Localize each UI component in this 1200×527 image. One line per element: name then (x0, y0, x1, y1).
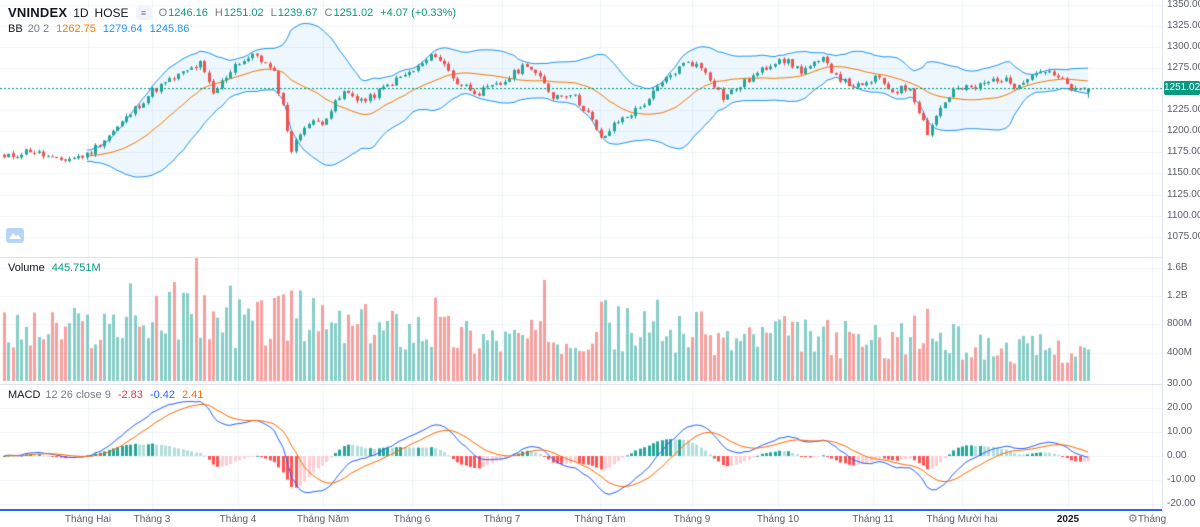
pane-separator[interactable] (0, 257, 1200, 258)
time-axis-label: Tháng 3 (133, 514, 171, 525)
macd-axis-label: 20.00 (1167, 402, 1193, 413)
macd-axis-label: -20.00 (1167, 498, 1196, 509)
price-axis-label: 1325.00 (1167, 20, 1200, 31)
high-label: H (214, 6, 223, 19)
pane-separator[interactable] (0, 384, 1200, 385)
open-value: 1246.16 (168, 6, 208, 19)
macd-axis-label: 10.00 (1167, 426, 1193, 437)
time-axis-label: Tháng 9 (673, 514, 711, 525)
volume-axis-label: 800M (1167, 318, 1193, 329)
price-axis-label: 1350.00 (1167, 0, 1200, 10)
macd-line-value: -0.42 (149, 389, 175, 401)
bb-indicator-name[interactable]: BB (8, 23, 23, 35)
price-axis-label: 1225.00 (1167, 104, 1200, 115)
time-axis-label: Tháng 11 (852, 514, 894, 525)
price-axis-label: 1150.00 (1167, 167, 1200, 178)
low-value: 1239.67 (277, 6, 318, 19)
price-axis-label: 1175.00 (1167, 146, 1200, 157)
legend-more-icon[interactable]: ≡ (135, 5, 152, 20)
time-axis-label: Tháng 6 (393, 514, 431, 525)
time-axis-label: Tháng Tám (574, 514, 626, 525)
price-axis-label: 1200.00 (1167, 125, 1200, 136)
time-axis-label: Tháng 10 (756, 514, 800, 525)
time-scale-axis[interactable]: ⚙ Tháng Hai Tháng 3 Tháng 4 Tháng Năm Tháng … (0, 512, 1200, 527)
bb-params: 20 2 (27, 23, 50, 35)
time-axis-label: Tháng 4 (219, 514, 257, 525)
bb-lower-value: 1245.86 (149, 23, 190, 35)
price-axis-label: 1300.00 (1167, 41, 1200, 52)
macd-legend: MACD 12 26 close 9 -2.83 -0.42 2.41 (8, 389, 203, 401)
price-axis-label: 1100.00 (1167, 210, 1200, 221)
volume-legend: Volume 445.751M (8, 262, 101, 274)
volume-axis-label: 1.6B (1167, 262, 1188, 273)
time-axis-label: Tháng (1137, 514, 1167, 525)
ohlc-low: L1239.67 (271, 7, 318, 19)
open-label: O (158, 6, 168, 19)
price-scale-axis[interactable]: 1251.02 1350.00 1325.00 1300.00 1275.00 1225… (1162, 0, 1200, 512)
change-value: +4.07 (+0.33%) (380, 6, 457, 19)
time-axis-label: Tháng Hai (64, 514, 112, 525)
close-value: 1251.02 (333, 6, 374, 19)
macd-axis-label: -10.00 (1167, 474, 1196, 485)
high-value: 1251.02 (223, 6, 264, 19)
price-axis-label: 1125.00 (1167, 189, 1200, 200)
ohlc-close: C1251.02 (325, 7, 374, 19)
macd-axis-label: 30.00 (1167, 378, 1193, 389)
time-axis-label: Tháng Mười hai (926, 514, 998, 525)
timescale-settings-gear-icon[interactable]: ⚙ (1128, 513, 1138, 525)
price-axis-label: 1075.00 (1167, 231, 1200, 242)
macd-indicator-name[interactable]: MACD (8, 389, 41, 401)
last-price-badge: 1251.02 (1164, 81, 1200, 95)
volume-value: 445.751M (51, 262, 101, 274)
chart-canvas[interactable] (0, 0, 1162, 511)
ohlc-high: H1251.02 (215, 7, 264, 19)
watermark-logo-icon[interactable] (6, 228, 24, 248)
pane-separator-active[interactable] (0, 509, 1200, 511)
bb-legend: BB 20 2 1262.75 1279.64 1245.86 (8, 23, 189, 35)
bb-basis-value: 1262.75 (56, 23, 96, 35)
close-label: C (324, 6, 333, 19)
price-axis-label: 1275.00 (1167, 62, 1200, 73)
macd-signal-value: 2.41 (181, 389, 204, 401)
volume-axis-label: 1.2B (1167, 290, 1188, 301)
time-axis-label: Tháng Năm (296, 514, 350, 525)
volume-indicator-name[interactable]: Volume (8, 262, 45, 274)
time-axis-label: 2025 (1056, 514, 1080, 525)
macd-histogram-value: -2.83 (117, 389, 143, 401)
macd-axis-label: 0.00 (1167, 450, 1187, 461)
exchange-label[interactable]: HOSE (94, 5, 129, 20)
symbol-legend: VNINDEX 1D HOSE ≡ O1246.16 H1251.02 L123… (8, 5, 456, 20)
symbol-name[interactable]: VNINDEX (8, 5, 68, 20)
low-label: L (270, 6, 277, 19)
time-axis-label: Tháng 7 (483, 514, 521, 525)
macd-params: 12 26 close 9 (45, 389, 111, 401)
bb-upper-value: 1279.64 (102, 23, 143, 35)
interval-label[interactable]: 1D (73, 5, 89, 20)
volume-axis-label: 400M (1167, 347, 1193, 358)
ohlc-open: O1246.16 (159, 7, 208, 19)
